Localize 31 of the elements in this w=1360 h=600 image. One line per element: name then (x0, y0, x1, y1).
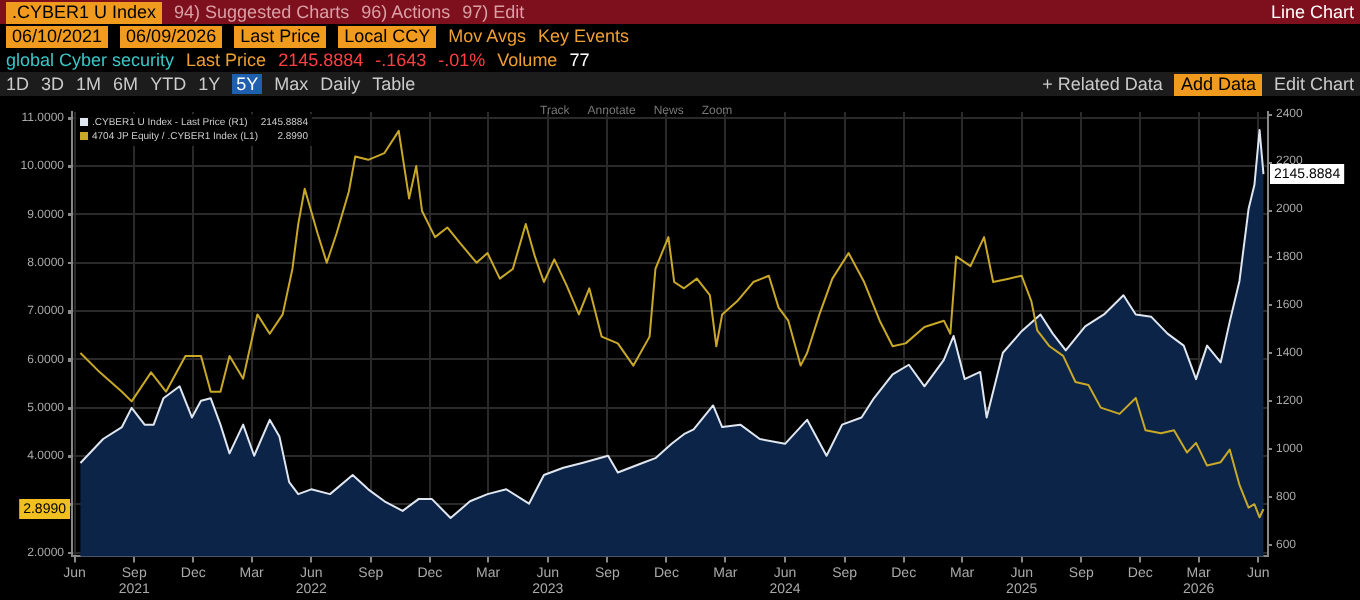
text: 06/09/2026 (120, 25, 223, 47)
text: Key Events (538, 26, 630, 46)
text: -.01% (438, 50, 486, 70)
text: 2145.8884 (278, 50, 364, 70)
text: 3D (41, 74, 65, 94)
text: 5Y (232, 74, 263, 94)
text: Last Price (186, 50, 267, 70)
text: Daily (320, 74, 361, 94)
text: 6M (113, 74, 139, 94)
text: Max (274, 74, 309, 94)
text: Volume (497, 50, 558, 70)
text: Edit Chart (1273, 74, 1354, 94)
text: Line Chart (1270, 2, 1354, 22)
text: Table (372, 74, 416, 94)
chart-subtitle: global Cyber security (6, 50, 175, 70)
text: 94) Suggested Charts (174, 2, 350, 22)
text: 96) Actions (361, 2, 451, 22)
text: 97) Edit (462, 2, 525, 22)
chart-title: .CYBER1 U Index (6, 1, 163, 23)
text: Add Data (1174, 73, 1262, 95)
text: 1M (76, 74, 102, 94)
text: + Related Data (1042, 74, 1163, 94)
text: -.1643 (375, 50, 427, 70)
text: YTD (150, 74, 187, 94)
text: 77 (569, 50, 590, 70)
text: Local CCY (338, 25, 437, 47)
text: 1D (6, 74, 30, 94)
text: Last Price (234, 25, 327, 47)
text: Mov Avgs (448, 26, 527, 46)
text: 1Y (198, 74, 221, 94)
text: 06/10/2021 (6, 25, 109, 47)
